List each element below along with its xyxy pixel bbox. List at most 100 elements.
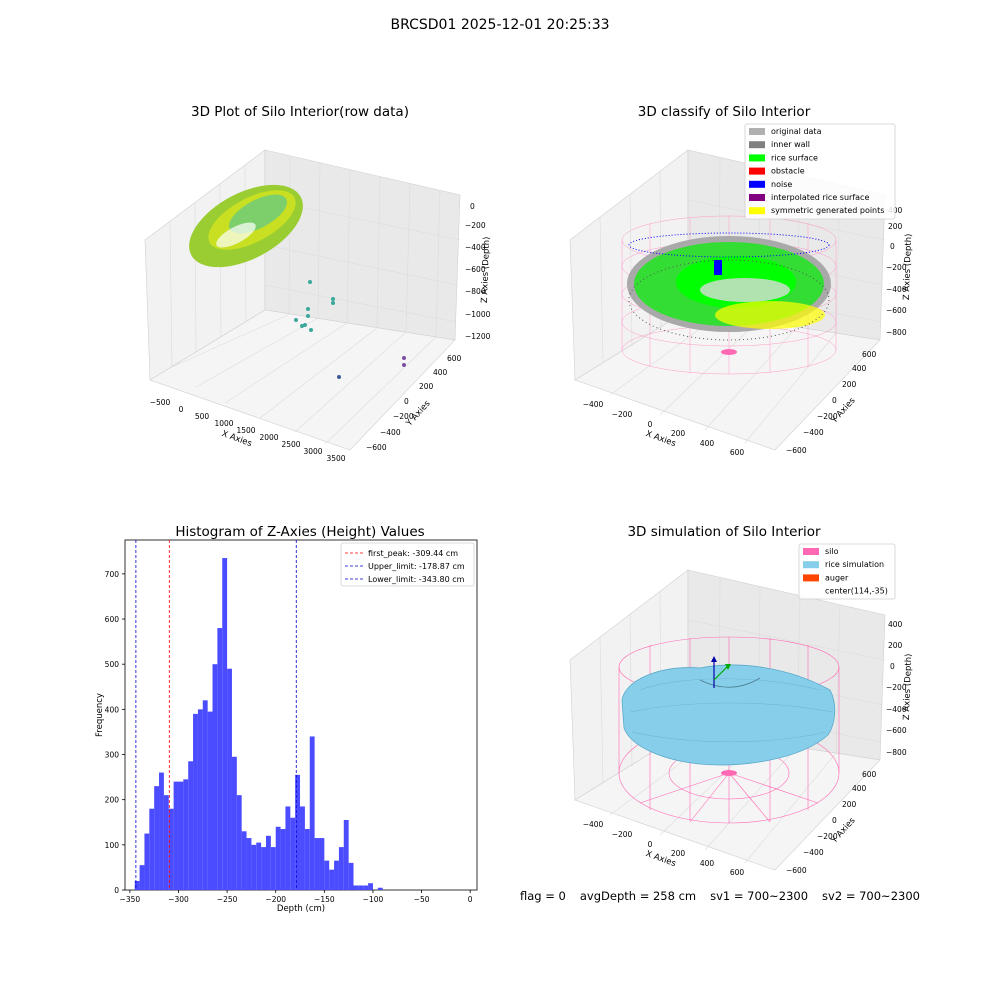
histogram-legend-label: Upper_limit: -178.87 cm bbox=[368, 562, 465, 571]
histogram-ytick-label: 700 bbox=[105, 570, 120, 579]
sim-zlabel: Z Axies (Depth) bbox=[902, 653, 914, 720]
classify-ytick: 0 bbox=[832, 396, 837, 405]
histogram-xtick-label: −200 bbox=[265, 895, 286, 904]
sim-ytick: 0 bbox=[832, 816, 837, 825]
sim-ytick: 600 bbox=[862, 770, 877, 779]
histogram-bar bbox=[227, 668, 232, 890]
raw-ztick: −200 bbox=[465, 221, 486, 230]
histogram-bar bbox=[275, 826, 281, 890]
histogram-bar bbox=[300, 806, 305, 890]
histogram-bar bbox=[173, 781, 179, 890]
raw-ytick: 0 bbox=[404, 397, 409, 406]
classify-plot-title: 3D classify of Silo Interior bbox=[637, 104, 811, 120]
histogram-bar bbox=[163, 795, 169, 890]
histogram-bar bbox=[217, 628, 223, 890]
histogram-bar bbox=[290, 817, 296, 890]
histogram-ytick-label: 500 bbox=[105, 660, 120, 669]
histogram-ylabel: Frequency bbox=[95, 693, 105, 737]
histogram-bar bbox=[358, 885, 364, 890]
sim-ztick: −600 bbox=[886, 726, 907, 735]
legend-label: obstacle bbox=[771, 167, 805, 176]
legend-label: rice simulation bbox=[825, 560, 884, 569]
histogram-bar bbox=[212, 664, 218, 890]
histogram-bar bbox=[134, 880, 140, 890]
sim-ytick: 200 bbox=[842, 800, 857, 809]
sim-ytick: 400 bbox=[852, 784, 867, 793]
histogram-bar bbox=[324, 860, 330, 890]
simulation-plot-title: 3D simulation of Silo Interior bbox=[627, 524, 821, 540]
histogram-title: Histogram of Z-Axies (Height) Values bbox=[175, 524, 425, 540]
legend-label: original data bbox=[771, 127, 822, 136]
histogram-bar bbox=[377, 887, 383, 890]
raw-ytick: −400 bbox=[380, 428, 401, 437]
legend-swatch bbox=[749, 141, 765, 149]
sv1-text: sv1 = 700~2300 bbox=[710, 889, 809, 903]
simulation-3d-axes: −400 −200 0 200 400 600 X Axies −600 −40… bbox=[569, 543, 914, 877]
raw-ytick: 200 bbox=[419, 382, 434, 391]
histogram-bar bbox=[236, 795, 242, 890]
raw-xtick: −500 bbox=[150, 398, 171, 407]
raw-xtick: 3500 bbox=[326, 454, 345, 463]
raw-ytick: −600 bbox=[366, 443, 387, 452]
raw-xtick: 0 bbox=[179, 405, 184, 414]
classify-ztick: −400 bbox=[886, 285, 907, 294]
histogram-bar bbox=[314, 838, 320, 890]
histogram-bar bbox=[197, 709, 203, 890]
avg-depth-text: avgDepth = 258 cm bbox=[579, 889, 697, 903]
histogram-bar bbox=[231, 756, 237, 890]
legend-label: noise bbox=[771, 180, 792, 189]
legend-swatch bbox=[749, 180, 765, 188]
classify-ztick: 200 bbox=[888, 222, 903, 231]
sim-xtick: 600 bbox=[730, 868, 745, 877]
sim-xtick: −200 bbox=[612, 830, 633, 839]
histogram-xtick-label: −300 bbox=[168, 895, 189, 904]
classify-ytick: −400 bbox=[803, 428, 824, 437]
histogram-bar bbox=[202, 700, 208, 890]
histogram-bar bbox=[285, 806, 291, 890]
raw-ytick: 600 bbox=[447, 354, 462, 363]
histogram-bar bbox=[343, 820, 349, 890]
classify-ztick: −600 bbox=[886, 306, 907, 315]
raw-xtick: 2000 bbox=[259, 433, 278, 442]
legend-swatch bbox=[749, 194, 765, 201]
raw-ztick: 0 bbox=[470, 202, 475, 211]
histogram-bar bbox=[295, 774, 301, 890]
classify-3d-axes: −400 −200 0 200 400 600 X Axies −600 −40… bbox=[569, 123, 914, 457]
raw-zlabel: Z Axies (Depth) bbox=[480, 236, 492, 303]
histogram-bar bbox=[188, 761, 194, 890]
histogram-bar bbox=[149, 808, 155, 890]
classify-ytick: −200 bbox=[817, 412, 838, 421]
histogram-bar bbox=[168, 808, 174, 890]
sim-ztick: 400 bbox=[888, 620, 903, 629]
legend-label: auger bbox=[825, 573, 849, 582]
histogram-bar bbox=[207, 711, 213, 890]
histogram-bar bbox=[270, 847, 276, 890]
histogram-legend-label: first_peak: -309.44 cm bbox=[368, 549, 458, 558]
classify-ytick: 400 bbox=[852, 364, 867, 373]
histogram-bar bbox=[251, 844, 257, 890]
legend-label: interpolated rice surface bbox=[771, 193, 869, 202]
histogram-bar bbox=[304, 829, 310, 890]
sim-ytick: −600 bbox=[786, 866, 807, 875]
sim-ztick: −200 bbox=[886, 683, 907, 692]
legend-swatch bbox=[749, 128, 765, 135]
raw-plot-title: 3D Plot of Silo Interior(row data) bbox=[191, 104, 409, 120]
histogram-xlabel: Depth (cm) bbox=[277, 904, 325, 914]
raw-ztick: −1000 bbox=[465, 310, 491, 319]
sim-ytick: −200 bbox=[817, 832, 838, 841]
legend-swatch bbox=[803, 561, 819, 569]
classify-ztick: −800 bbox=[886, 328, 907, 337]
classify-xtick: −200 bbox=[612, 410, 633, 419]
legend-swatch bbox=[803, 548, 819, 555]
classify-xtick: 200 bbox=[671, 429, 686, 438]
histogram-xtick-label: −150 bbox=[314, 895, 335, 904]
histogram-bar bbox=[183, 779, 189, 890]
sv2-text: sv2 = 700~2300 bbox=[822, 889, 920, 903]
histogram-bar bbox=[309, 736, 315, 890]
sim-xtick: 200 bbox=[671, 849, 686, 858]
histogram-bar bbox=[159, 772, 164, 890]
classify-ytick: 200 bbox=[842, 380, 857, 389]
raw-xtick: 3000 bbox=[303, 447, 322, 456]
classify-legend: original data inner wall rice surface obsta… bbox=[744, 123, 896, 220]
